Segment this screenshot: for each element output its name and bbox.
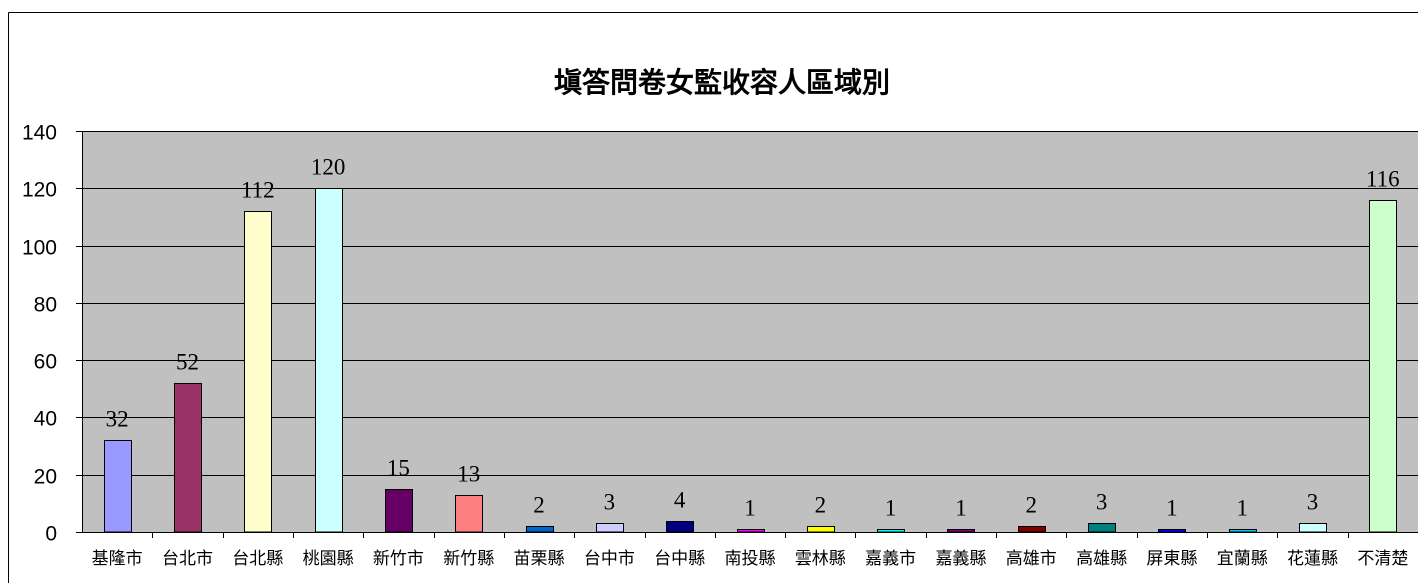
- bar: [666, 521, 694, 533]
- bar: [244, 211, 272, 533]
- y-tick-label: 0: [45, 523, 57, 546]
- data-label: 1: [1236, 496, 1248, 521]
- x-tick-label: 台中市: [584, 549, 635, 569]
- data-label: 120: [311, 155, 346, 180]
- bar: [877, 529, 905, 533]
- bar: [947, 529, 975, 533]
- data-label: 116: [1366, 167, 1400, 192]
- data-label: 1: [744, 496, 756, 521]
- bar: [737, 529, 765, 533]
- y-tick-label: 40: [34, 408, 57, 431]
- bar: [1299, 523, 1327, 533]
- x-tick-label: 宜蘭縣: [1217, 549, 1268, 569]
- bar: [1088, 523, 1116, 533]
- gridlines: [82, 131, 1418, 533]
- data-label: 52: [176, 350, 199, 375]
- x-axis: 基隆市 台北市 台北縣 桃園縣 新竹市 新竹縣 苗栗縣 台中市 台中縣 南投縣 雲林縣 嘉義市 嘉義縣高…: [92, 532, 1408, 569]
- x-tick-label: 桃園縣: [303, 549, 354, 569]
- bar: [104, 440, 132, 533]
- chart-frame: [8, 12, 1418, 583]
- bar: [174, 383, 202, 533]
- data-label: 32: [106, 407, 129, 432]
- bar: [385, 489, 413, 533]
- x-tick-label: 新竹縣: [443, 549, 494, 569]
- chart-title: 塡答問卷女監收容人區域別: [554, 66, 890, 99]
- y-tick-label: 20: [34, 466, 57, 489]
- bar: [1158, 529, 1186, 533]
- data-label: 3: [1096, 490, 1108, 515]
- x-tick-label: 南投縣: [725, 549, 776, 569]
- bar: [526, 526, 554, 533]
- x-tick-label: 高雄縣: [1076, 549, 1127, 569]
- data-label: 15: [387, 456, 410, 481]
- x-tick-label: 台中縣: [654, 549, 705, 569]
- y-tick-label: 80: [34, 294, 57, 317]
- x-tick-label: 雲林縣: [795, 549, 846, 569]
- plot-area: [82, 131, 1418, 532]
- data-label: 2: [815, 493, 827, 518]
- y-tick-label: 120: [22, 179, 57, 202]
- y-tick-label: 60: [34, 351, 57, 374]
- bar: [1229, 529, 1257, 533]
- x-tick-label: 台北市: [162, 549, 213, 569]
- data-label: 3: [604, 490, 616, 515]
- bar: [455, 495, 483, 533]
- y-axis: 0 20 40 60 80 100 120 140: [22, 122, 83, 546]
- bar: [1369, 200, 1397, 533]
- x-tick-label: 屏東縣: [1146, 549, 1197, 569]
- y-tick-label: 140: [22, 122, 57, 145]
- data-label: 2: [533, 493, 545, 518]
- x-tick-label: 嘉義市: [865, 549, 916, 569]
- x-tick-label: 花蓮縣: [1287, 549, 1338, 569]
- bar: [807, 526, 835, 533]
- data-label: 1: [885, 496, 897, 521]
- data-label: 4: [674, 488, 686, 513]
- data-label: 2: [1026, 493, 1038, 518]
- x-tick-label: 基隆市: [92, 549, 143, 569]
- x-tick-label: 苗栗縣: [514, 549, 565, 569]
- bar: [596, 523, 624, 533]
- data-label: 3: [1307, 490, 1319, 515]
- x-tick-label: 台北縣: [232, 549, 283, 569]
- data-label: 112: [241, 178, 275, 203]
- y-tick-label: 100: [22, 237, 57, 260]
- bar: [315, 188, 343, 533]
- data-label: 13: [457, 462, 480, 487]
- x-tick-label: 不清楚: [1357, 549, 1408, 569]
- data-label: 1: [955, 496, 967, 521]
- x-tick-label: 高雄市: [1006, 549, 1057, 569]
- x-tick-label: 新竹市: [373, 549, 424, 569]
- bar: [1018, 526, 1046, 533]
- data-label: 1: [1166, 496, 1178, 521]
- bars: [104, 188, 1397, 533]
- x-tick-label: 嘉義縣: [935, 549, 986, 569]
